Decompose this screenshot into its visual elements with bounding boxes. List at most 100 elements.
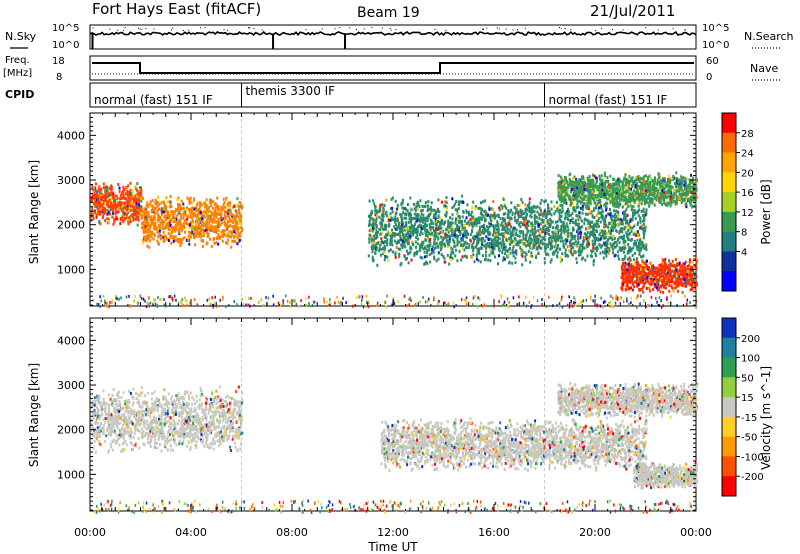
heatmap-cell — [422, 247, 425, 251]
heatmap-cell — [138, 191, 140, 195]
heatmap-cell — [205, 219, 208, 222]
heatmap-cell — [549, 244, 552, 248]
heatmap-cell — [536, 247, 539, 251]
heatmap-cell — [578, 199, 580, 203]
heatmap-cell — [631, 253, 634, 257]
heatmap-cell — [516, 242, 519, 246]
heatmap-cell — [201, 219, 204, 223]
heatmap-cell — [216, 237, 218, 241]
heatmap-cell — [587, 201, 590, 204]
heatmap-cell — [394, 251, 397, 255]
heatmap-cell — [181, 237, 184, 241]
heatmap-cell — [476, 237, 479, 241]
heatmap-cell — [496, 220, 499, 224]
heatmap-cell — [615, 229, 618, 232]
heatmap-cell — [378, 215, 381, 219]
heatmap-cell — [524, 241, 527, 245]
heatmap-cell — [143, 235, 146, 239]
heatmap-cell — [639, 247, 642, 251]
heatmap-cell — [239, 201, 242, 205]
heatmap-cell — [564, 232, 567, 236]
heatmap-cell — [191, 206, 194, 210]
heatmap-cell — [563, 179, 566, 183]
heatmap-cell — [564, 239, 567, 242]
heatmap-cell — [612, 177, 614, 181]
heatmap-cell — [373, 234, 375, 238]
heatmap-cell — [513, 216, 516, 220]
heatmap-cell — [379, 203, 382, 207]
heatmap-cell — [617, 205, 620, 209]
heatmap-cell — [386, 243, 389, 247]
heatmap-cell — [559, 229, 562, 233]
heatmap-cell — [557, 191, 560, 195]
heatmap-cell — [154, 198, 157, 202]
heatmap-cell — [390, 197, 393, 201]
heatmap-cell — [527, 224, 530, 228]
heatmap-cell — [107, 201, 110, 205]
heatmap-cell — [210, 228, 213, 232]
nsearch-point — [153, 28, 155, 30]
heatmap-cell — [110, 201, 113, 205]
heatmap-cell — [410, 258, 413, 262]
heatmap-cell — [503, 247, 506, 251]
heatmap-cell — [568, 177, 571, 181]
heatmap-cell — [102, 194, 105, 198]
heatmap-cell — [575, 182, 578, 186]
heatmap-cell — [515, 228, 518, 232]
heatmap-cell — [648, 203, 651, 207]
heatmap-cell — [501, 227, 504, 231]
heatmap-cell — [142, 238, 145, 242]
heatmap-cell — [627, 198, 630, 202]
heatmap-cell — [636, 230, 639, 234]
heatmap-cell — [583, 222, 586, 225]
heatmap-cell — [656, 191, 659, 195]
heatmap-cell — [211, 227, 214, 231]
heatmap-cell — [150, 222, 153, 226]
heatmap-cell — [153, 224, 156, 228]
heatmap-cell — [204, 202, 206, 206]
heatmap-cell — [523, 242, 526, 246]
heatmap-cell — [98, 188, 101, 192]
heatmap-cell — [206, 241, 209, 245]
heatmap-cell — [468, 243, 471, 247]
heatmap-cell — [166, 212, 169, 216]
heatmap-cell — [532, 245, 535, 249]
heatmap-cell — [687, 186, 689, 190]
heatmap-cell — [493, 238, 496, 242]
heatmap-cell — [576, 244, 579, 248]
heatmap-cell — [420, 224, 423, 228]
heatmap-cell — [176, 240, 179, 244]
heatmap-cell — [626, 213, 629, 217]
heatmap-cell — [506, 249, 509, 253]
heatmap-cell — [674, 192, 677, 196]
heatmap-cell — [135, 188, 138, 192]
heatmap-cell — [400, 223, 403, 227]
heatmap-cell — [548, 225, 551, 229]
heatmap-cell — [679, 179, 682, 182]
heatmap-cell — [581, 247, 584, 251]
heatmap-cell — [437, 198, 440, 202]
heatmap-cell — [146, 215, 149, 218]
heatmap-cell — [551, 231, 554, 235]
heatmap-cell — [542, 242, 545, 246]
heatmap-cell — [133, 210, 136, 214]
heatmap-cell — [596, 238, 599, 242]
heatmap-cell — [641, 182, 644, 186]
heatmap-cell — [605, 189, 608, 193]
heatmap-cell — [165, 208, 167, 212]
heatmap-cell — [478, 216, 481, 220]
heatmap-cell — [485, 243, 488, 247]
heatmap-cell — [567, 254, 569, 258]
heatmap-cell — [637, 214, 640, 218]
heatmap-cell — [419, 255, 422, 259]
heatmap-cell — [389, 241, 392, 245]
heatmap-cell — [235, 212, 238, 216]
heatmap-cell — [225, 224, 228, 228]
heatmap-cell — [578, 211, 581, 215]
heatmap-cell — [449, 258, 452, 262]
heatmap-cell — [567, 218, 570, 222]
heatmap-cell — [230, 245, 233, 249]
heatmap-cell — [414, 203, 417, 207]
heatmap-cell — [378, 246, 381, 250]
heatmap-cell — [488, 245, 491, 249]
